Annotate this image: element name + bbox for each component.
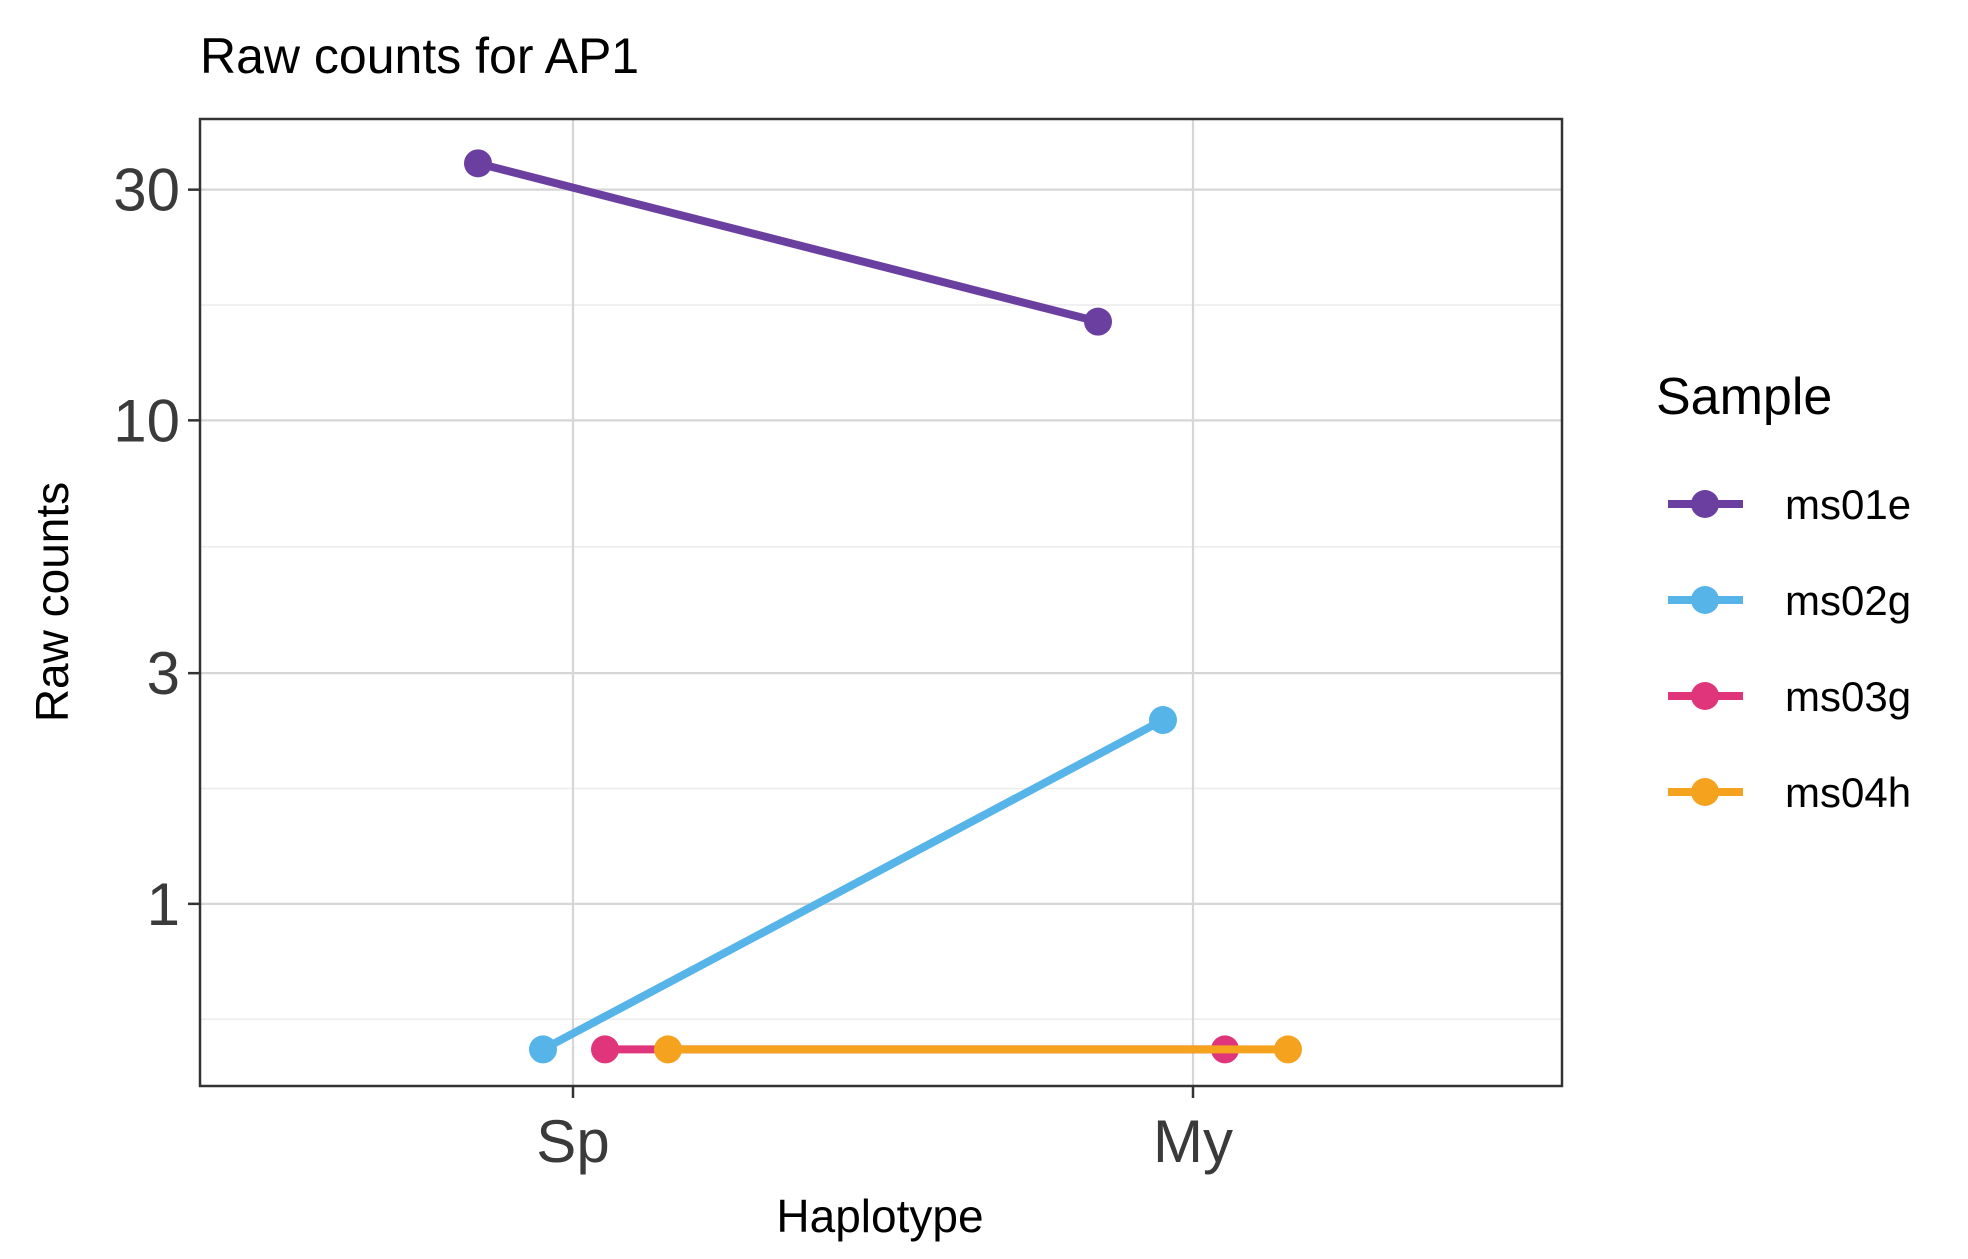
legend-label: ms01e <box>1785 481 1911 528</box>
series-ms02g <box>529 706 1177 1064</box>
legend-label: ms03g <box>1785 673 1911 720</box>
series-ms04h <box>654 1035 1302 1064</box>
legend-key-point <box>1691 490 1719 518</box>
x-axis: Sp My <box>536 1086 1233 1175</box>
legend-item: ms01e <box>1668 481 1911 528</box>
legend-key-point <box>1691 682 1719 710</box>
y-tick-label: 1 <box>147 871 180 938</box>
y-axis: 1 3 10 30 <box>113 157 200 938</box>
legend-label: ms02g <box>1785 577 1911 624</box>
legend-label: ms04h <box>1785 769 1911 816</box>
y-tick-label: 3 <box>147 640 180 707</box>
data-point <box>529 1035 557 1064</box>
legend-item: ms03g <box>1668 673 1911 720</box>
legend-item: ms04h <box>1668 769 1911 816</box>
legend-title: Sample <box>1656 368 1832 426</box>
y-tick-label: 30 <box>113 157 180 224</box>
legend-key-point <box>1691 586 1719 614</box>
y-tick-label: 10 <box>113 387 180 454</box>
plot-panel-border <box>198 117 1564 1088</box>
x-tick-label: My <box>1153 1108 1233 1175</box>
x-axis-title: Haplotype <box>776 1190 983 1242</box>
data-point <box>1274 1035 1302 1064</box>
grid-major <box>200 119 1562 1086</box>
series-line <box>477 159 1099 326</box>
data-point <box>591 1035 619 1064</box>
y-axis-title: Raw counts <box>26 482 78 722</box>
data-point <box>464 149 492 178</box>
legend-key-point <box>1691 778 1719 806</box>
legend: Sample ms01e ms02g ms03g ms04h <box>1656 368 1911 816</box>
series-layer <box>464 149 1302 1064</box>
legend-item: ms02g <box>1668 577 1911 624</box>
data-point <box>1149 706 1177 735</box>
chart-title: Raw counts for AP1 <box>200 28 639 84</box>
grid-minor <box>200 304 1562 1020</box>
series-ms01e <box>464 149 1112 336</box>
x-tick-label: Sp <box>536 1108 609 1175</box>
data-point <box>1084 307 1112 336</box>
series-line <box>541 716 1165 1053</box>
data-point <box>654 1035 682 1064</box>
